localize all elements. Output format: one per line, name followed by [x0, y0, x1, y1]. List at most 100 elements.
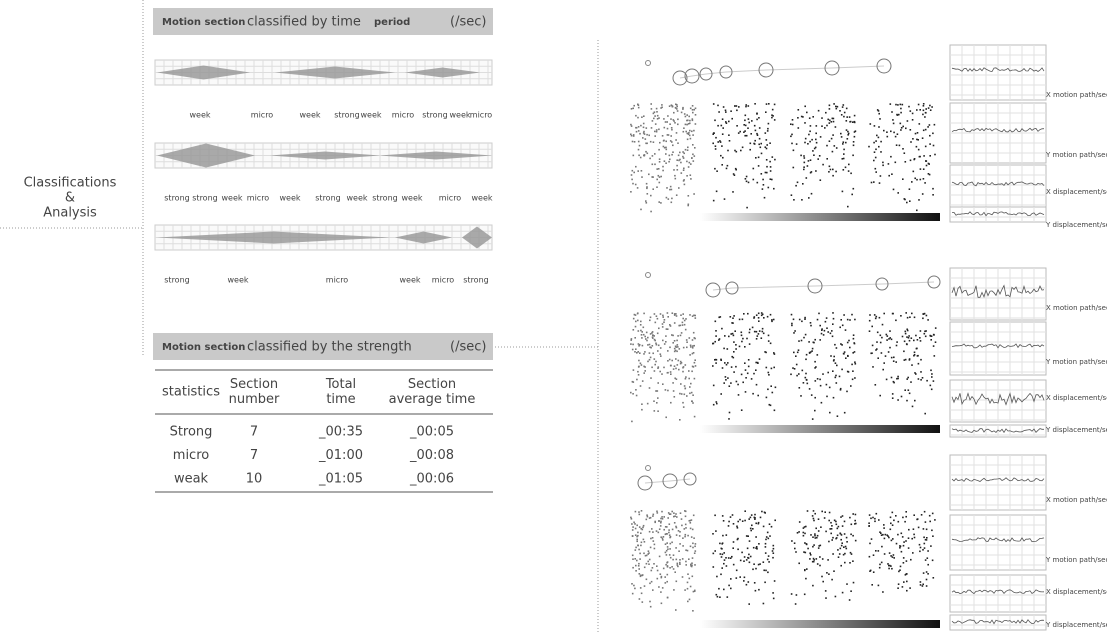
plant-dot [673, 119, 675, 121]
plant-dot [737, 527, 739, 529]
plant-dot [658, 117, 660, 119]
plant-dot [641, 409, 643, 411]
plant-dot [725, 557, 727, 559]
plant-dot [879, 395, 881, 397]
plant-dot [717, 125, 719, 127]
plant-dot [662, 340, 664, 342]
plant-dot [638, 141, 640, 143]
plant-dot [679, 563, 681, 565]
plant-dot [893, 557, 895, 559]
plant-dot [843, 158, 845, 160]
plant-dot [745, 391, 747, 393]
plant-dot [632, 183, 634, 185]
plant-dot [631, 518, 633, 520]
plant-dot [832, 323, 834, 325]
plant-dot [688, 166, 690, 168]
plant-dot [805, 334, 807, 336]
plant-dot [684, 388, 686, 390]
plant-dot [808, 134, 810, 136]
plant-dot [806, 568, 808, 570]
section-label: week [279, 194, 300, 203]
plant-dot [816, 142, 818, 144]
plant-dot [744, 120, 746, 122]
plant-dot [739, 131, 741, 133]
plant-dot [692, 576, 694, 578]
plant-dot [913, 171, 915, 173]
plant-dot [667, 565, 669, 567]
plant-dot [638, 568, 640, 570]
plant-dot [833, 359, 835, 361]
plant-dot [646, 579, 648, 581]
plant-dot [634, 351, 636, 353]
plant-dot [813, 520, 815, 522]
plant-dot [631, 179, 633, 181]
plant-dot [821, 125, 823, 127]
plant-dot [883, 362, 885, 364]
plant-dot [677, 142, 679, 144]
plant-dot [641, 176, 643, 178]
plant-dot [805, 377, 807, 379]
plant-dot [880, 141, 882, 143]
plant-dot [829, 528, 831, 530]
plant-dot [809, 117, 811, 119]
plant-dot [690, 528, 692, 530]
plant-dot [642, 601, 644, 603]
plant-dot [721, 164, 723, 166]
plant-dot [683, 131, 685, 133]
plant-dot [747, 548, 749, 550]
plant-dot [689, 130, 691, 132]
plant-dot [809, 131, 811, 133]
plant-dot [673, 112, 675, 114]
plant-dot [916, 179, 918, 181]
plant-dot [895, 320, 897, 322]
plant-dot [689, 337, 691, 339]
plant-dot [633, 318, 635, 320]
plant-dot [630, 517, 632, 519]
plant-dot [689, 599, 691, 601]
plant-dot [931, 373, 933, 375]
plant-dot [660, 573, 662, 575]
plant-dot [662, 170, 664, 172]
plant-dot [774, 580, 776, 582]
plant-dot [665, 335, 667, 337]
plant-dot [812, 536, 814, 538]
plant-dot [669, 123, 671, 125]
plant-dot [692, 610, 694, 612]
plant-dot [824, 517, 826, 519]
plant-dot [832, 151, 834, 153]
plant-dot [853, 342, 855, 344]
plant-dot [850, 173, 852, 175]
plant-dot [674, 522, 676, 524]
plant-dot [660, 536, 662, 538]
plant-dot [685, 527, 687, 529]
plant-dot [906, 336, 908, 338]
plant-dot [675, 609, 677, 611]
plant-dot [922, 313, 924, 315]
plant-dot [761, 337, 763, 339]
plant-dot [656, 168, 658, 170]
plant-dot [635, 534, 637, 536]
plant-dot [662, 315, 664, 317]
plant-dot [843, 104, 845, 106]
plant-dot [657, 115, 659, 117]
plant-dot [850, 385, 852, 387]
plant-dot [747, 127, 749, 129]
plant-dot [686, 341, 688, 343]
plant-dot [924, 116, 926, 118]
plant-dot [713, 132, 715, 134]
plant-dot [735, 169, 737, 171]
plant-dot [692, 134, 694, 136]
plant-dot [807, 510, 809, 512]
plant-dot [720, 574, 722, 576]
plant-dot [632, 108, 634, 110]
plant-dot [670, 371, 672, 373]
plant-dot [681, 525, 683, 527]
plant-dot [636, 525, 638, 527]
plant-dot [758, 543, 760, 545]
plant-dot [928, 173, 930, 175]
chart-label: X displacement/sec [1046, 188, 1107, 196]
plant-dot [675, 513, 677, 515]
plant-dot [632, 344, 634, 346]
plant-dot [792, 367, 794, 369]
plant-dot [687, 550, 689, 552]
